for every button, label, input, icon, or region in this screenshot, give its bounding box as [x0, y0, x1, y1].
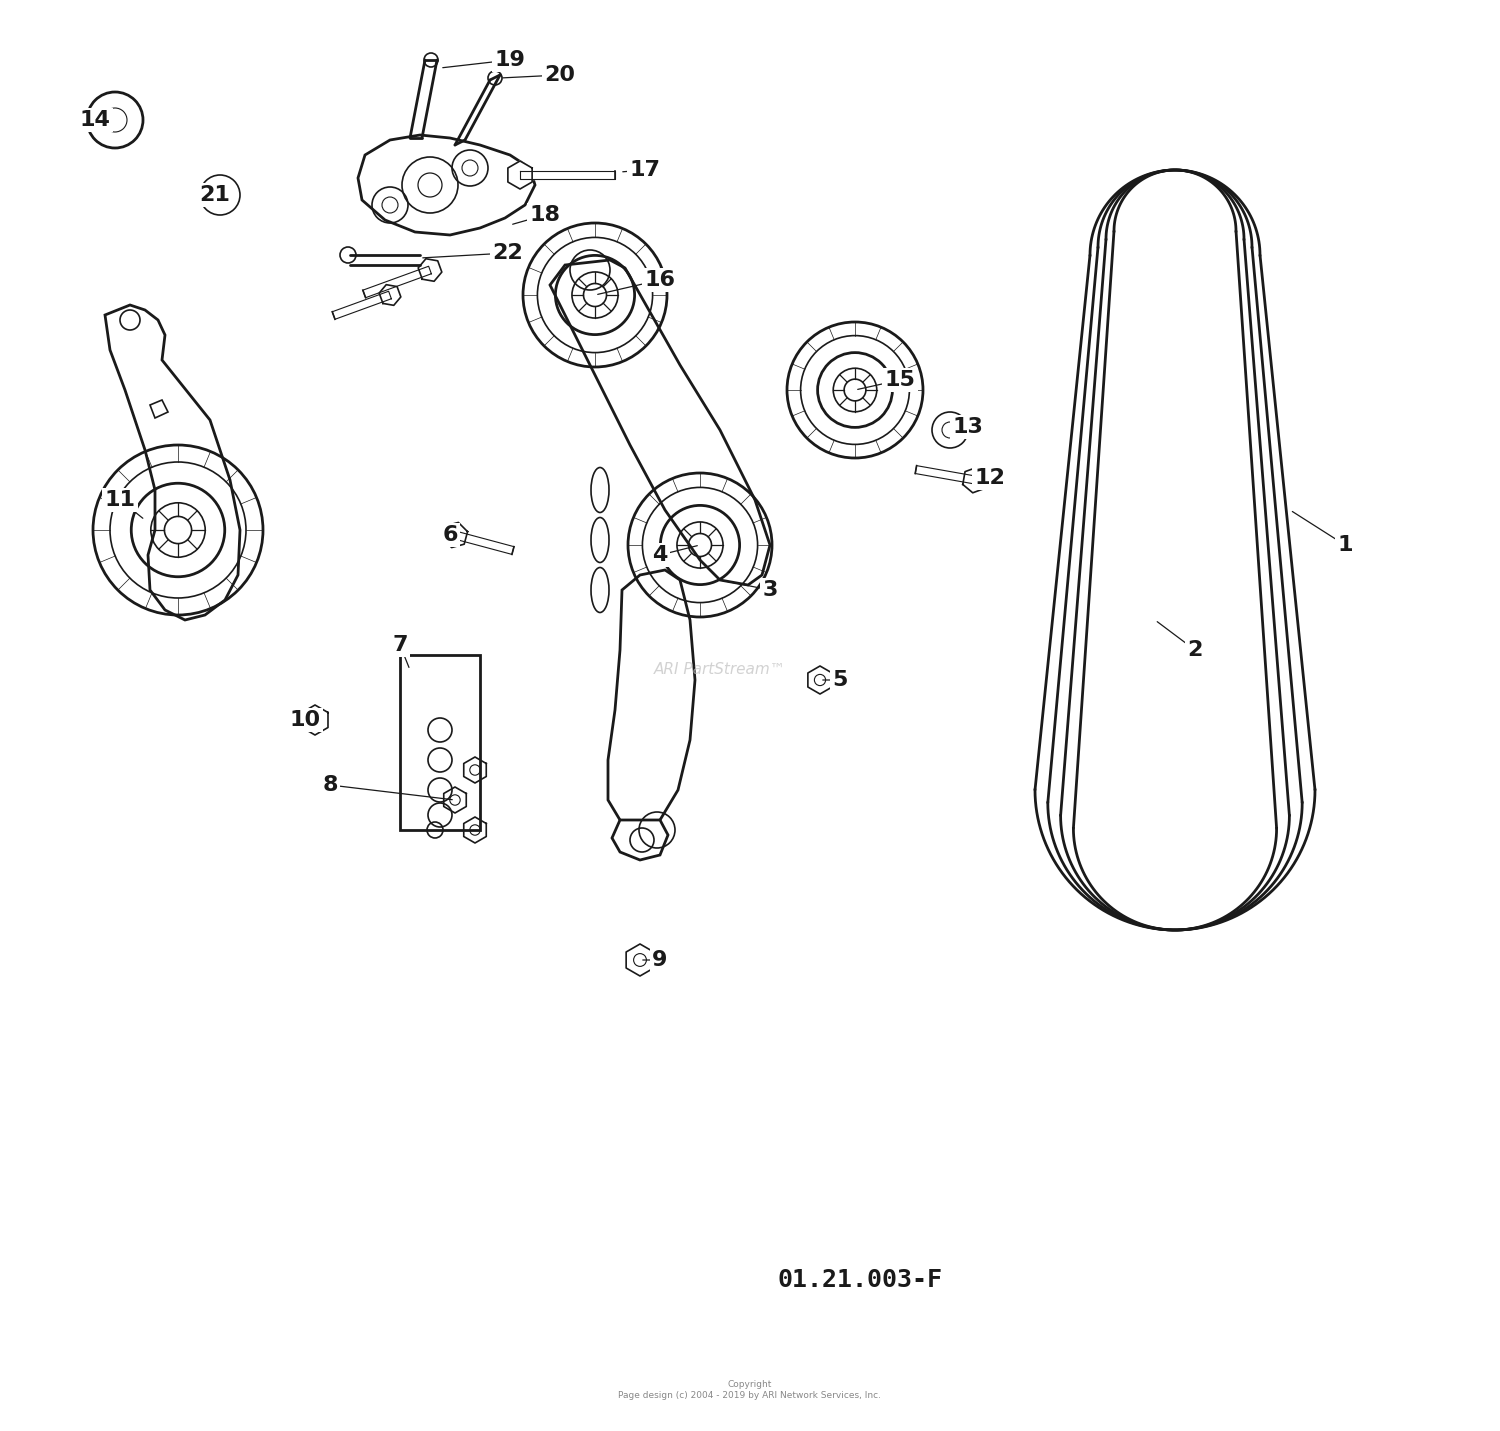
Polygon shape — [963, 467, 987, 492]
Text: 2: 2 — [1188, 640, 1203, 660]
Polygon shape — [612, 820, 668, 860]
Text: 9: 9 — [652, 950, 668, 970]
Text: 11: 11 — [105, 489, 135, 509]
Polygon shape — [442, 522, 468, 548]
Text: 20: 20 — [544, 64, 576, 84]
Polygon shape — [105, 305, 240, 620]
Text: 17: 17 — [630, 160, 660, 180]
Polygon shape — [380, 285, 400, 305]
Ellipse shape — [591, 518, 609, 562]
Polygon shape — [464, 817, 486, 843]
Polygon shape — [363, 266, 432, 298]
Text: 3: 3 — [762, 580, 777, 600]
Text: Copyright
Page design (c) 2004 - 2019 by ARI Network Services, Inc.: Copyright Page design (c) 2004 - 2019 by… — [618, 1381, 882, 1400]
Ellipse shape — [591, 568, 609, 612]
Text: 6: 6 — [442, 525, 458, 545]
Text: 4: 4 — [652, 545, 668, 565]
Polygon shape — [464, 757, 486, 783]
Polygon shape — [626, 944, 654, 976]
Text: 8: 8 — [322, 776, 338, 796]
Text: 01.21.003-F: 01.21.003-F — [777, 1268, 942, 1292]
Text: 10: 10 — [290, 710, 321, 730]
Text: 16: 16 — [645, 270, 675, 290]
Text: 14: 14 — [80, 110, 111, 130]
Text: 7: 7 — [393, 635, 408, 655]
Polygon shape — [333, 292, 392, 319]
Polygon shape — [520, 170, 615, 179]
Polygon shape — [509, 162, 532, 189]
FancyBboxPatch shape — [400, 655, 480, 830]
Polygon shape — [808, 665, 832, 694]
Text: ARI PartStream™: ARI PartStream™ — [654, 663, 786, 677]
Polygon shape — [915, 465, 975, 484]
Polygon shape — [419, 259, 442, 282]
Text: 19: 19 — [495, 50, 525, 70]
Text: 15: 15 — [885, 371, 915, 391]
Polygon shape — [302, 705, 328, 736]
Polygon shape — [150, 401, 168, 418]
Polygon shape — [608, 570, 694, 829]
Polygon shape — [454, 531, 514, 554]
Text: 1: 1 — [1338, 535, 1353, 555]
Text: 21: 21 — [200, 185, 231, 205]
Text: 5: 5 — [833, 670, 848, 690]
Polygon shape — [358, 135, 536, 235]
Polygon shape — [444, 787, 466, 813]
Polygon shape — [550, 260, 770, 585]
Text: 18: 18 — [530, 205, 561, 225]
Text: 12: 12 — [975, 468, 1005, 488]
Text: 22: 22 — [492, 243, 524, 263]
Text: 13: 13 — [952, 416, 984, 436]
Ellipse shape — [591, 468, 609, 512]
